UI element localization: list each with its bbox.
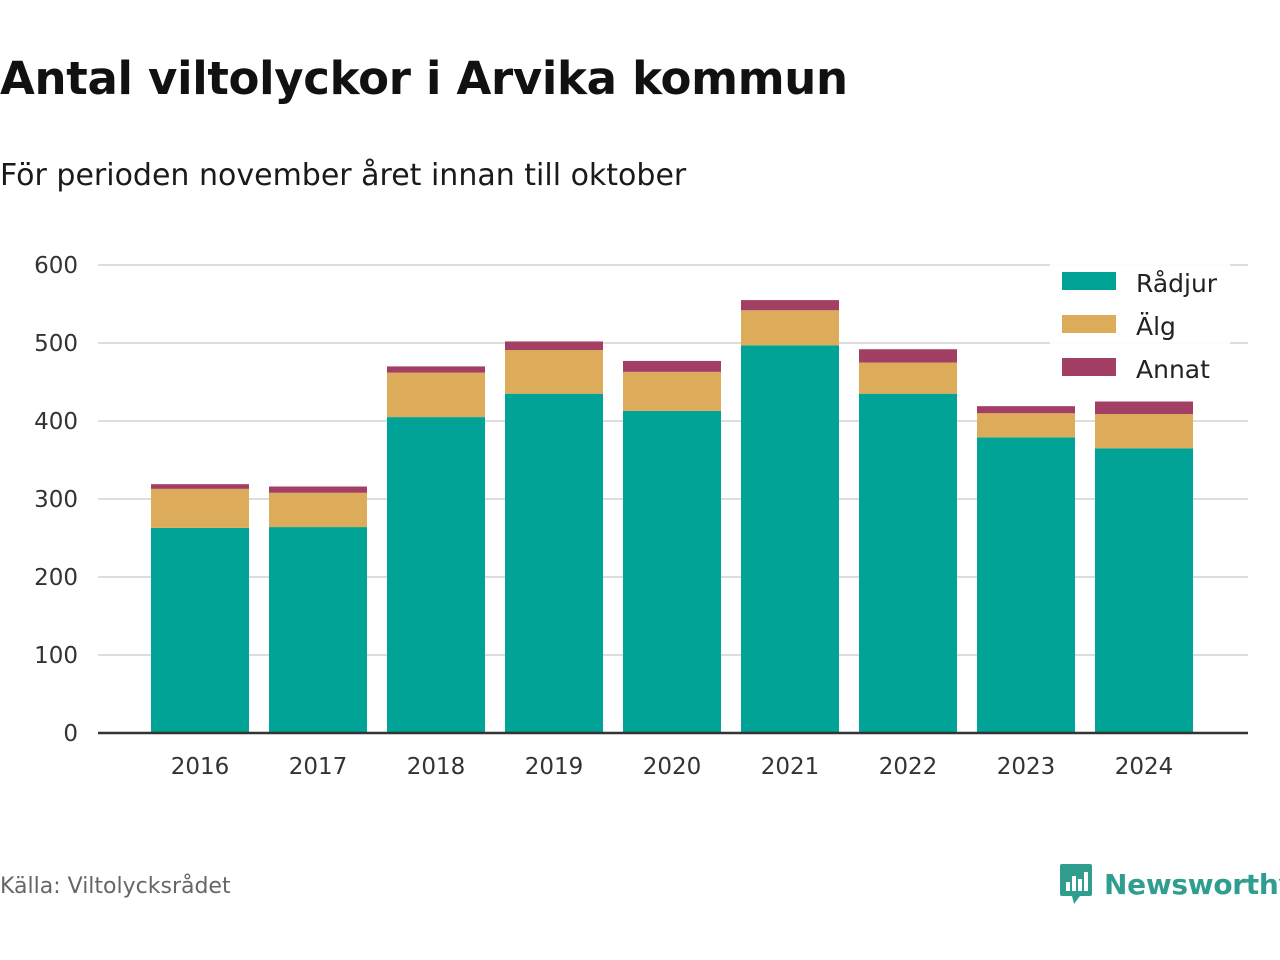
bar-2021-series-1	[741, 310, 839, 346]
bar-2018-series-0	[387, 417, 485, 733]
bar-2022-series-2	[859, 349, 957, 363]
stacked-bar-chart: 0 100 200 300 400 500 600 2016 2017 2018 2019 2020 2…	[34, 253, 1248, 780]
bar-2023-series-1	[977, 413, 1075, 438]
source-note: Källa: Viltolycksrådet	[0, 874, 231, 899]
bar-2022-series-0	[859, 393, 957, 733]
chart-subtitle: För perioden november året innan till ok…	[0, 158, 687, 193]
legend: Rådjur Älg Annat	[1050, 258, 1230, 397]
chart-title: Antal viltolyckor i Arvika kommun	[0, 52, 848, 105]
brand-name: Newsworthy	[1104, 867, 1280, 901]
x-tick-label: 2022	[879, 754, 938, 780]
x-tick-label: 2021	[761, 754, 820, 780]
bar-2024-series-2	[1095, 401, 1193, 414]
x-tick-label: 2018	[407, 754, 466, 780]
bar-2018-series-1	[387, 372, 485, 418]
bar-2023-series-0	[977, 437, 1075, 733]
legend-label: Rådjur	[1136, 269, 1218, 298]
legend-swatch	[1062, 358, 1116, 376]
y-tick-label: 500	[34, 331, 78, 357]
legend-label: Annat	[1136, 355, 1210, 384]
bar-2019-series-0	[505, 393, 603, 733]
y-tick-label: 300	[34, 487, 78, 513]
bar-2019-series-2	[505, 341, 603, 351]
bar-2016-series-2	[151, 484, 249, 489]
y-tick-label: 200	[34, 565, 78, 591]
bars	[151, 300, 1193, 733]
legend-swatch	[1062, 272, 1116, 290]
legend-swatch	[1062, 315, 1116, 333]
bar-2016-series-0	[151, 527, 249, 733]
bar-2016-series-1	[151, 488, 249, 528]
x-tick-label: 2024	[1115, 754, 1174, 780]
bar-2017-series-1	[269, 492, 367, 528]
bar-2017-series-2	[269, 486, 367, 493]
legend-label: Älg	[1136, 312, 1176, 341]
axes: 0 100 200 300 400 500 600 2016 2017 2018 2019 2020 2…	[34, 253, 1248, 780]
x-tick-label: 2020	[643, 754, 702, 780]
bar-2020-series-1	[623, 371, 721, 411]
brand-logo: Newsworthy	[1058, 862, 1280, 906]
y-tick-label: 0	[63, 721, 78, 747]
x-tick-label: 2016	[171, 754, 230, 780]
bar-2024-series-1	[1095, 413, 1193, 449]
bar-2019-series-1	[505, 350, 603, 394]
bar-2021-series-2	[741, 300, 839, 311]
y-tick-label: 100	[34, 643, 78, 669]
bar-2023-series-2	[977, 406, 1075, 414]
bar-2020-series-0	[623, 410, 721, 733]
y-tick-label: 400	[34, 409, 78, 435]
y-tick-label: 600	[34, 253, 78, 279]
bar-2021-series-0	[741, 345, 839, 733]
x-tick-label: 2019	[525, 754, 584, 780]
bar-2018-series-2	[387, 366, 485, 373]
bar-2024-series-0	[1095, 448, 1193, 733]
x-tick-label: 2023	[997, 754, 1056, 780]
bar-2017-series-0	[269, 527, 367, 733]
newsworthy-logo-icon	[1060, 864, 1092, 904]
bar-2022-series-1	[859, 362, 957, 394]
x-tick-label: 2017	[289, 754, 348, 780]
bar-2020-series-2	[623, 360, 721, 372]
